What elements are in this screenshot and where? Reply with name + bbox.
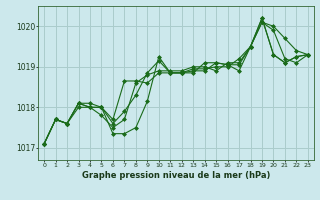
X-axis label: Graphe pression niveau de la mer (hPa): Graphe pression niveau de la mer (hPa): [82, 171, 270, 180]
